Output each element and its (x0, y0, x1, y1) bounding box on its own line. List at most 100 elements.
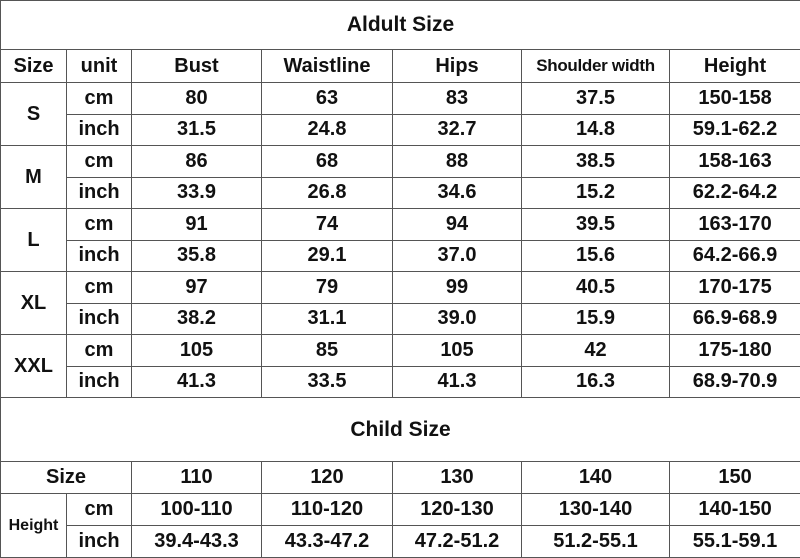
unit-label: cm (67, 146, 132, 178)
table-cell: 35.8 (132, 240, 262, 272)
table-cell: 26.8 (262, 177, 393, 209)
table-cell: 24.8 (262, 114, 393, 146)
unit-label: inch (67, 177, 132, 209)
table-cell: 31.5 (132, 114, 262, 146)
size-label: XXL (1, 335, 67, 398)
column-header: unit (67, 50, 132, 83)
table-cell: 64.2-66.9 (670, 240, 800, 272)
table-cell: 38.5 (522, 146, 670, 178)
column-header: 150 (670, 462, 800, 494)
column-header: 130 (393, 462, 522, 494)
table-cell: 150-158 (670, 83, 800, 115)
table-cell: 100-110 (132, 494, 262, 526)
table-cell: 33.9 (132, 177, 262, 209)
table-cell: 63 (262, 83, 393, 115)
table-cell: 83 (393, 83, 522, 115)
column-header: Bust (132, 50, 262, 83)
table-cell: 79 (262, 272, 393, 304)
table-cell: 37.0 (393, 240, 522, 272)
table-cell: 31.1 (262, 303, 393, 335)
unit-label: cm (67, 272, 132, 304)
unit-label: cm (67, 83, 132, 115)
table-cell: 105 (393, 335, 522, 367)
column-header: 140 (522, 462, 670, 494)
table-cell: 42 (522, 335, 670, 367)
unit-label: inch (67, 366, 132, 398)
table-cell: 15.9 (522, 303, 670, 335)
table-cell: 99 (393, 272, 522, 304)
table-cell: 158-163 (670, 146, 800, 178)
size-label: XL (1, 272, 67, 335)
table-cell: 43.3-47.2 (262, 526, 393, 558)
table-cell: 37.5 (522, 83, 670, 115)
table-cell: 130-140 (522, 494, 670, 526)
table-cell: 66.9-68.9 (670, 303, 800, 335)
table-cell: 14.8 (522, 114, 670, 146)
table-cell: 110-120 (262, 494, 393, 526)
table-cell: 39.0 (393, 303, 522, 335)
table-cell: 88 (393, 146, 522, 178)
table-cell: 15.2 (522, 177, 670, 209)
table-cell: 16.3 (522, 366, 670, 398)
table-cell: 62.2-64.2 (670, 177, 800, 209)
column-header: Height (670, 50, 800, 83)
table-cell: 39.5 (522, 209, 670, 241)
child-title-row: Child Size (1, 398, 800, 462)
table-cell: 51.2-55.1 (522, 526, 670, 558)
table-cell: 163-170 (670, 209, 800, 241)
table-cell: 47.2-51.2 (393, 526, 522, 558)
table-cell: 41.3 (393, 366, 522, 398)
table-cell: 86 (132, 146, 262, 178)
table-cell: 38.2 (132, 303, 262, 335)
unit-label: cm (67, 209, 132, 241)
table-cell: 34.6 (393, 177, 522, 209)
size-header: Size (1, 462, 132, 494)
table-cell: 41.3 (132, 366, 262, 398)
size-label: L (1, 209, 67, 272)
unit-label: cm (67, 335, 132, 367)
table-cell: 140-150 (670, 494, 800, 526)
table-cell: 39.4-43.3 (132, 526, 262, 558)
child-size-title: Child Size (1, 398, 800, 462)
table-cell: 80 (132, 83, 262, 115)
unit-label: inch (67, 303, 132, 335)
table-cell: 59.1-62.2 (670, 114, 800, 146)
column-header: Waistline (262, 50, 393, 83)
unit-label: cm (67, 494, 132, 526)
table-cell: 170-175 (670, 272, 800, 304)
table-cell: 32.7 (393, 114, 522, 146)
table-cell: 97 (132, 272, 262, 304)
size-label: M (1, 146, 67, 209)
table-cell: 68.9-70.9 (670, 366, 800, 398)
unit-label: inch (67, 526, 132, 558)
size-label: S (1, 83, 67, 146)
table-cell: 85 (262, 335, 393, 367)
unit-label: inch (67, 240, 132, 272)
column-header: 110 (132, 462, 262, 494)
adult-title-row: Aldult Size (1, 1, 800, 50)
table-cell: 175-180 (670, 335, 800, 367)
height-label: Height (1, 494, 67, 558)
table-cell: 55.1-59.1 (670, 526, 800, 558)
column-header: Hips (393, 50, 522, 83)
table-cell: 120-130 (393, 494, 522, 526)
column-header: 120 (262, 462, 393, 494)
table-cell: 94 (393, 209, 522, 241)
table-cell: 40.5 (522, 272, 670, 304)
unit-label: inch (67, 114, 132, 146)
table-cell: 29.1 (262, 240, 393, 272)
